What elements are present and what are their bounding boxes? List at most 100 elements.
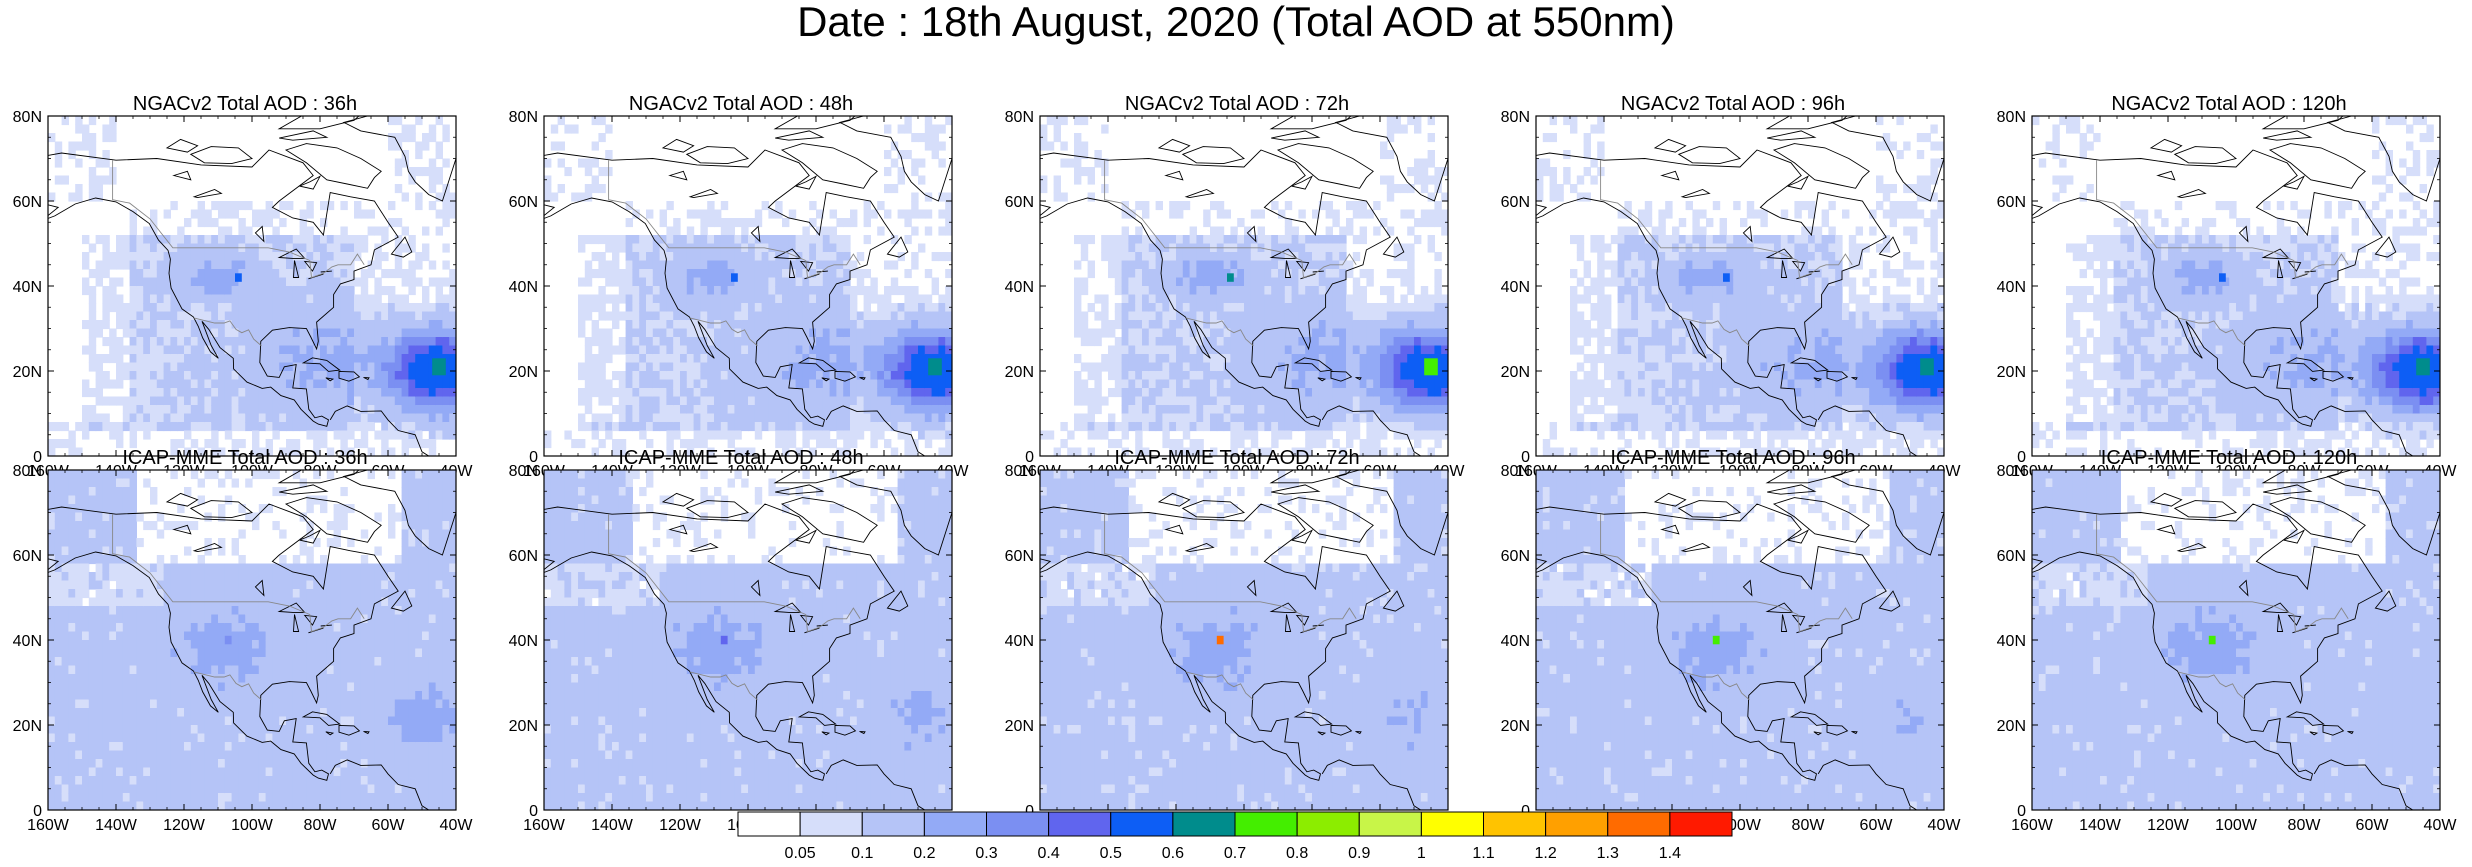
lat-tick-label: 20N: [1501, 718, 1530, 735]
lat-tick-label: 20N: [1005, 364, 1034, 381]
colorbar-label: 1.3: [1597, 845, 1619, 862]
lat-tick-label: 80N: [13, 463, 42, 480]
lat-tick-label: 60N: [1501, 548, 1530, 565]
lat-tick-label: 20N: [1997, 718, 2026, 735]
lat-tick-label: 40N: [1501, 279, 1530, 296]
colorbar-label: 1.4: [1659, 845, 1681, 862]
lat-tick-label: 40N: [1005, 633, 1034, 650]
lat-tick-label: 0: [33, 803, 42, 820]
colorbar-swatch: [738, 812, 800, 836]
lon-tick-label: 80W: [1792, 817, 1826, 834]
lat-tick-label: 20N: [509, 364, 538, 381]
lat-tick-label: 20N: [13, 364, 42, 381]
map-panel: ICAP-MME Total AOD : 96h160W140W120W100W…: [1488, 447, 1948, 822]
colorbar-swatch: [924, 812, 986, 836]
lon-tick-label: 100W: [2215, 817, 2258, 834]
lat-tick-label: 40N: [1997, 279, 2026, 296]
lat-tick-label: 40N: [1501, 633, 1530, 650]
map-panel: ICAP-MME Total AOD : 48h160W140W120W100W…: [496, 447, 956, 822]
colorbar-label: 0.2: [913, 845, 935, 862]
colorbar-swatch: [800, 812, 862, 836]
map-panel: NGACv2 Total AOD : 72h160W140W120W100W80…: [992, 93, 1452, 468]
lat-tick-label: 20N: [1005, 718, 1034, 735]
colorbar-swatch: [1049, 812, 1111, 836]
colorbar-label: 0.8: [1286, 845, 1308, 862]
lat-tick-label: 80N: [509, 463, 538, 480]
lon-tick-label: 80W: [304, 817, 338, 834]
map-panel: NGACv2 Total AOD : 36h160W140W120W100W80…: [0, 93, 460, 468]
lat-tick-label: 20N: [509, 718, 538, 735]
lat-tick-label: 40N: [509, 633, 538, 650]
lon-tick-label: 140W: [95, 817, 138, 834]
lon-tick-label: 100W: [231, 817, 274, 834]
panel-title: ICAP-MME Total AOD : 36h: [40, 447, 450, 469]
lat-tick-label: 60N: [509, 194, 538, 211]
lat-tick-label: 60N: [1501, 194, 1530, 211]
colorbar-label: 1.2: [1535, 845, 1557, 862]
lat-tick-label: 80N: [1501, 463, 1530, 480]
colorbar-swatch: [987, 812, 1049, 836]
lat-tick-label: 40N: [13, 633, 42, 650]
lat-tick-label: 40N: [509, 279, 538, 296]
colorbar-label: 0.4: [1038, 845, 1060, 862]
lat-tick-label: 80N: [1997, 109, 2026, 126]
panel-title: NGACv2 Total AOD : 96h: [1528, 93, 1938, 115]
lat-tick-label: 40N: [13, 279, 42, 296]
lon-tick-label: 140W: [2079, 817, 2122, 834]
lat-tick-label: 60N: [1997, 194, 2026, 211]
lat-tick-label: 80N: [1005, 463, 1034, 480]
lat-tick-label: 60N: [1005, 194, 1034, 211]
lat-tick-label: 80N: [1997, 463, 2026, 480]
colorbar-swatch: [1297, 812, 1359, 836]
colorbar-swatch: [1111, 812, 1173, 836]
lon-tick-label: 120W: [659, 817, 702, 834]
panel-title: NGACv2 Total AOD : 120h: [2024, 93, 2434, 115]
lat-tick-label: 40N: [1005, 279, 1034, 296]
lat-tick-label: 80N: [1501, 109, 1530, 126]
panel-title: ICAP-MME Total AOD : 96h: [1528, 447, 1938, 469]
lat-tick-label: 60N: [13, 194, 42, 211]
lat-tick-label: 0: [529, 803, 538, 820]
figure-title: Date : 18th August, 2020 (Total AOD at 5…: [0, 0, 2472, 44]
map-panel: NGACv2 Total AOD : 96h160W140W120W100W80…: [1488, 93, 1948, 468]
colorbar-label: 0.7: [1224, 845, 1246, 862]
lat-tick-label: 0: [2017, 803, 2026, 820]
lon-tick-label: 40W: [1928, 817, 1962, 834]
lat-tick-label: 80N: [13, 109, 42, 126]
lat-tick-label: 80N: [1005, 109, 1034, 126]
lon-tick-label: 140W: [591, 817, 634, 834]
lon-tick-label: 40W: [2424, 817, 2458, 834]
panel-title: ICAP-MME Total AOD : 120h: [2024, 447, 2434, 469]
lat-tick-label: 20N: [1501, 364, 1530, 381]
lat-tick-label: 60N: [13, 548, 42, 565]
panel-title: NGACv2 Total AOD : 72h: [1032, 93, 1442, 115]
lon-tick-label: 120W: [163, 817, 206, 834]
colorbar-label: 0.3: [975, 845, 997, 862]
colorbar-swatch: [1484, 812, 1546, 836]
lon-tick-label: 60W: [1860, 817, 1894, 834]
colorbar-swatch: [1235, 812, 1297, 836]
lat-tick-label: 60N: [1005, 548, 1034, 565]
panel-title: ICAP-MME Total AOD : 72h: [1032, 447, 1442, 469]
colorbar-label: 0.5: [1100, 845, 1122, 862]
panel-title: ICAP-MME Total AOD : 48h: [536, 447, 946, 469]
lat-tick-label: 20N: [1997, 364, 2026, 381]
colorbar-label: 0.9: [1348, 845, 1370, 862]
panel-title: NGACv2 Total AOD : 36h: [40, 93, 450, 115]
map-panel: NGACv2 Total AOD : 48h160W140W120W100W80…: [496, 93, 956, 468]
colorbar-label: 0.1: [851, 845, 873, 862]
panel-title: NGACv2 Total AOD : 48h: [536, 93, 946, 115]
